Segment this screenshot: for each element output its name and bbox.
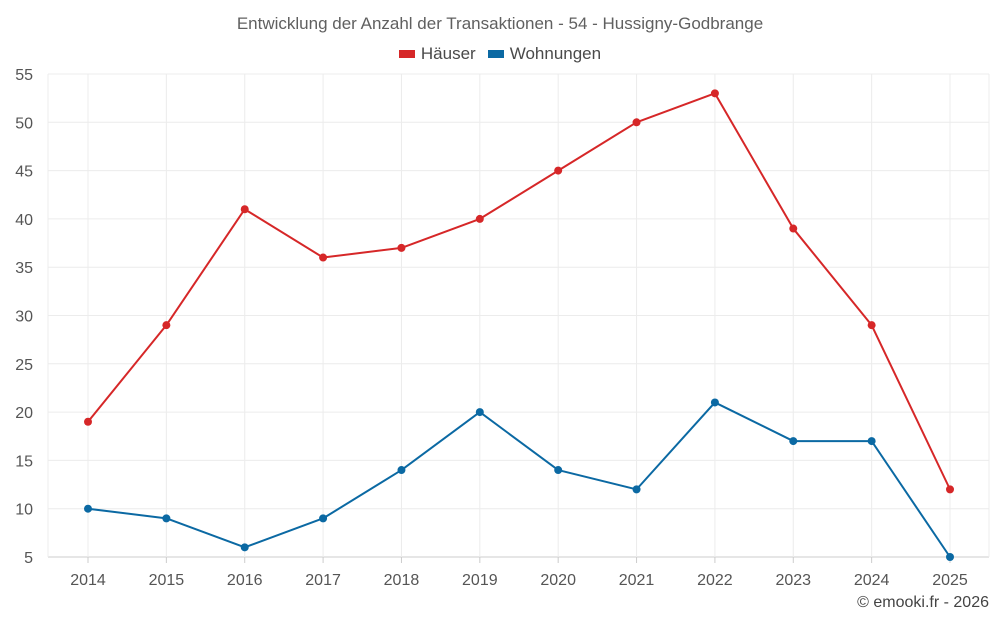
legend-swatch-haeuser xyxy=(398,50,415,58)
x-tick-label-2018: 2018 xyxy=(384,572,420,589)
data-point-wohnungen-2020[interactable] xyxy=(554,466,563,475)
data-point-haeuser-2022[interactable] xyxy=(710,89,719,98)
data-point-haeuser-2024[interactable] xyxy=(867,321,876,330)
credit-text: © emooki.fr - 2026 xyxy=(857,594,989,611)
y-tick-label-25: 25 xyxy=(15,357,33,374)
data-point-haeuser-2025[interactable] xyxy=(946,485,954,494)
y-tick-label-5: 5 xyxy=(24,550,33,567)
y-tick-label-10: 10 xyxy=(15,502,33,519)
legend-label-haeuser: Häuser xyxy=(420,44,476,63)
x-tick-label-2024: 2024 xyxy=(854,572,890,589)
x-tick-label-2023: 2023 xyxy=(775,572,811,589)
legend-label-wohnungen: Wohnungen xyxy=(509,44,602,63)
y-tick-label-45: 45 xyxy=(15,164,33,181)
data-point-wohnungen-2018[interactable] xyxy=(397,466,406,475)
data-point-haeuser-2019[interactable] xyxy=(475,214,484,223)
x-tick-label-2019: 2019 xyxy=(462,572,498,589)
data-point-wohnungen-2025[interactable] xyxy=(946,553,954,561)
legend-item-wohnungen[interactable]: Wohnungen xyxy=(487,44,602,64)
data-point-haeuser-2023[interactable] xyxy=(789,224,798,233)
x-tick-label-2014: 2014 xyxy=(70,572,106,589)
x-tick-label-2015: 2015 xyxy=(149,572,185,589)
data-point-wohnungen-2017[interactable] xyxy=(319,514,328,523)
data-point-haeuser-2018[interactable] xyxy=(397,243,406,252)
data-point-haeuser-2020[interactable] xyxy=(554,166,563,175)
legend-swatch-wohnungen xyxy=(487,50,504,58)
chart-title: Entwicklung der Anzahl der Transaktionen… xyxy=(236,14,764,33)
data-point-haeuser-2017[interactable] xyxy=(319,253,328,262)
y-tick-label-50: 50 xyxy=(15,115,33,132)
y-tick-label-35: 35 xyxy=(15,260,33,277)
y-tick-label-40: 40 xyxy=(15,212,33,229)
data-point-wohnungen-2019[interactable] xyxy=(475,408,484,417)
x-tick-label-2020: 2020 xyxy=(540,572,576,589)
series-line-haeuser xyxy=(87,92,951,490)
data-point-wohnungen-2023[interactable] xyxy=(789,437,798,446)
data-point-haeuser-2021[interactable] xyxy=(632,118,641,127)
data-point-haeuser-2015[interactable] xyxy=(162,321,171,330)
series-line-wohnungen xyxy=(87,401,951,558)
y-tick-label-55: 55 xyxy=(15,67,33,84)
data-point-wohnungen-2024[interactable] xyxy=(867,437,876,446)
data-point-wohnungen-2021[interactable] xyxy=(632,485,641,494)
y-tick-label-30: 30 xyxy=(15,309,33,326)
y-tick-label-20: 20 xyxy=(15,405,33,422)
x-tick-label-2022: 2022 xyxy=(697,572,733,589)
legend: Häuser Wohnungen xyxy=(0,44,1000,64)
data-point-wohnungen-2015[interactable] xyxy=(162,514,171,523)
legend-item-haeuser[interactable]: Häuser xyxy=(398,44,476,64)
data-point-haeuser-2016[interactable] xyxy=(240,205,249,214)
data-point-wohnungen-2016[interactable] xyxy=(240,543,249,552)
data-point-wohnungen-2022[interactable] xyxy=(710,398,719,407)
x-tick-label-2021: 2021 xyxy=(619,572,655,589)
data-point-haeuser-2014[interactable] xyxy=(84,417,92,426)
x-tick-label-2025: 2025 xyxy=(932,572,968,589)
data-point-wohnungen-2014[interactable] xyxy=(84,504,92,513)
x-tick-label-2016: 2016 xyxy=(227,572,263,589)
x-tick-label-2017: 2017 xyxy=(305,572,341,589)
y-tick-label-15: 15 xyxy=(15,453,33,470)
